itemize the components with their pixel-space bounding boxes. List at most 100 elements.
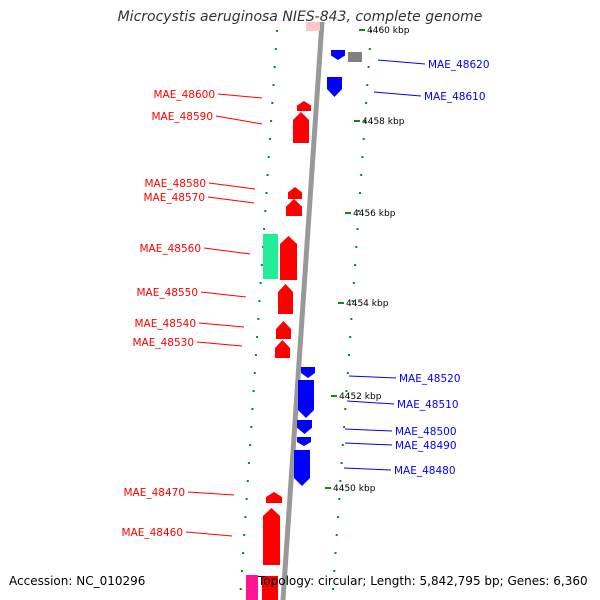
leader-line — [196, 341, 243, 347]
gene-label-left: MAE_48590 — [151, 111, 213, 123]
track-dot — [274, 48, 277, 50]
gene-mae-48500 — [297, 420, 312, 434]
track-dot — [341, 444, 344, 446]
tick-mark — [354, 120, 360, 122]
genome-backbone — [280, 21, 325, 600]
track-dot — [355, 246, 358, 248]
track-dot — [362, 138, 365, 140]
gene-mae-48610 — [327, 77, 342, 97]
track-dot — [363, 120, 366, 122]
track-dot — [354, 264, 357, 266]
gene-label-right: MAE_48520 — [399, 373, 461, 385]
gene-mae-48480 — [294, 450, 310, 486]
leader-line — [187, 491, 235, 496]
gene-mae-48570 — [286, 199, 302, 216]
track-dot — [263, 228, 266, 230]
track-dot — [250, 426, 253, 428]
accession-text: Accession: NC_010296 — [9, 574, 146, 588]
gene-features — [246, 22, 362, 600]
track-dot — [343, 426, 346, 428]
tick-label: 4456 kbp — [353, 209, 396, 219]
track-dot — [243, 534, 246, 536]
track-dot — [266, 174, 269, 176]
leader-line — [344, 428, 393, 432]
topology-text: Topology: circular; Length: 5,842,795 bp… — [258, 574, 588, 588]
track-dot — [239, 588, 242, 590]
gene-mae-48490 — [297, 437, 311, 446]
track-dot — [357, 210, 360, 212]
track-dot — [276, 30, 278, 32]
leader-line — [346, 400, 395, 405]
gene-mae-48520 — [301, 367, 315, 378]
gene-label-left: MAE_48580 — [144, 178, 206, 190]
track-dot — [337, 516, 339, 518]
gene-label-left: MAE_48470 — [123, 487, 185, 499]
leader-line — [373, 91, 422, 97]
track-dot — [270, 120, 273, 122]
track-dot — [340, 462, 343, 464]
tick-label: 4450 kbp — [333, 484, 376, 494]
gene-label-right: MAE_48480 — [394, 465, 456, 477]
track-dot — [265, 192, 268, 194]
track-dot — [348, 354, 350, 356]
gene-mae-48460 — [263, 508, 280, 565]
gene-feature-pink — [246, 575, 258, 600]
tick-label: 4458 kbp — [362, 117, 405, 127]
track-dot — [267, 156, 270, 158]
track-dot — [352, 282, 355, 284]
label-leaders — [185, 59, 426, 537]
track-dot — [334, 552, 337, 554]
track-dot — [245, 498, 248, 500]
leader-line — [208, 182, 256, 190]
gene-mae-48470 — [266, 492, 282, 503]
leader-line — [207, 196, 255, 204]
gene-label-left: MAE_48540 — [134, 318, 196, 330]
tick-mark — [345, 212, 351, 214]
track-dot — [332, 588, 335, 590]
gene-label-right: MAE_48490 — [395, 440, 457, 452]
track-dot — [368, 48, 371, 50]
gene-feature-top-faded — [306, 22, 320, 31]
gene-labels: MAE_48600 MAE_48590 MAE_48580 MAE_48570 MAE_… — [121, 59, 489, 539]
gene-mae-48590 — [293, 112, 309, 143]
track-dot — [253, 372, 256, 374]
track-dot — [349, 336, 352, 338]
track-dot — [273, 66, 276, 68]
track-dot — [360, 174, 363, 176]
leader-line — [198, 322, 245, 328]
track-dot — [356, 228, 359, 230]
track-dot — [272, 84, 275, 86]
track-dot — [258, 300, 261, 302]
leader-line — [185, 531, 233, 537]
track-dot — [259, 282, 262, 284]
gene-label-left: MAE_48530 — [132, 337, 194, 349]
leader-line — [377, 59, 426, 65]
track-dot — [333, 570, 336, 572]
tick-mark — [331, 395, 337, 397]
gene-label-left: MAE_48560 — [139, 243, 201, 255]
track-dot — [339, 480, 342, 482]
gene-label-left: MAE_48600 — [153, 89, 215, 101]
track-dot — [351, 300, 354, 302]
leader-line — [344, 442, 393, 446]
track-dot — [242, 552, 245, 554]
gene-mae-48620 — [331, 50, 345, 60]
track-dot — [257, 318, 260, 320]
track-dot — [264, 210, 267, 212]
track-dot — [338, 498, 341, 500]
track-dot — [252, 390, 255, 392]
track-dot — [350, 318, 353, 320]
gene-mae-48540 — [276, 321, 291, 339]
track-dot — [361, 156, 364, 158]
gene-label-right: MAE_48500 — [395, 426, 457, 438]
tick-label: 4452 kbp — [339, 392, 382, 402]
outer-dotted-track — [332, 30, 372, 590]
leader-line — [200, 291, 247, 298]
track-dot — [367, 66, 370, 68]
gene-mae-48550 — [278, 284, 293, 314]
gene-mae-48580 — [288, 187, 302, 199]
track-dot — [246, 480, 249, 482]
tick-label: 4454 kbp — [346, 299, 389, 309]
leader-line — [215, 115, 263, 125]
